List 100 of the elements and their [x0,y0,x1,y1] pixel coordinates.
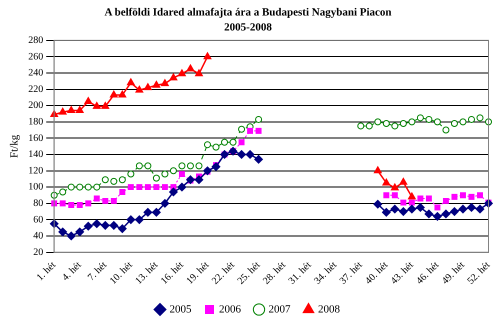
point [60,200,66,206]
point [255,116,262,123]
point [390,204,400,214]
point [127,78,135,86]
x-tick-label: 13. hét [133,260,161,287]
point [424,210,434,218]
point [374,118,382,126]
point [58,228,67,236]
point [67,106,76,113]
point [101,221,110,230]
point [374,166,382,174]
point [459,118,466,126]
point [110,198,117,204]
point [84,97,92,104]
point [118,176,126,184]
x-tick-label: 31. hét [286,260,314,287]
point [85,200,92,206]
point [170,167,177,174]
point [382,120,390,128]
point [450,207,459,216]
point [76,106,84,113]
y-tick-label: 280 [28,35,44,46]
point [186,64,194,72]
point [194,175,204,184]
point [221,138,228,146]
point [128,184,134,190]
point [408,192,416,200]
point [442,126,450,134]
y-axis-title: Ft/kg [8,134,20,158]
point [135,215,144,224]
point [102,198,108,204]
point [50,220,58,228]
point [126,215,136,224]
point [230,138,237,146]
point [127,170,134,178]
point [93,184,100,191]
x-tick-label: 4. hét [60,260,84,284]
point [178,70,186,76]
x-tick-label: 52. hét [465,260,493,287]
chart-subtitle: 2005-2008 [224,22,272,34]
point [144,162,152,170]
point [416,114,424,122]
point [152,174,160,182]
point [212,162,220,171]
point [110,90,118,98]
point [152,208,161,217]
point [76,184,84,191]
point [382,208,391,217]
x-tick-label: 1. hét [34,260,58,284]
x-tick-label: 10. hét [108,260,135,287]
legend-label: 2006 [219,303,242,316]
point [400,200,406,206]
y-tick-label: 20 [33,246,44,258]
point [408,200,415,206]
point [366,122,373,130]
point [118,90,126,98]
x-tick-label: 19. hét [184,260,212,287]
point [76,228,84,236]
y-tick-label: 180 [28,116,44,128]
point [84,222,93,230]
x-tick-label: 22. hét [210,260,238,287]
point [391,122,398,130]
point [425,116,432,123]
legend-label: 2008 [318,303,340,316]
point [238,126,246,133]
y-tick-label: 200 [28,100,44,112]
point [76,202,83,208]
point [408,118,416,126]
x-tick-label: 49. hét [440,260,468,287]
x-tick-label: 37. hét [338,260,365,287]
point [450,120,458,128]
point [382,178,390,186]
point [246,150,254,159]
point [186,162,194,170]
point [256,128,262,134]
y-tick-label: 60 [33,214,44,226]
y-tick-label: 120 [28,165,44,176]
point [476,114,484,122]
point [136,86,144,93]
point [238,139,245,146]
y-tick-label: 220 [28,84,44,95]
y-tick-label: 240 [28,68,44,79]
point [58,108,66,115]
x-tick-label: 16. hét [158,260,186,287]
point [460,192,466,198]
point [468,194,474,200]
point [417,196,424,202]
point [178,171,185,178]
point [102,176,109,184]
point [434,118,441,126]
point [110,178,118,185]
x-tick-label: 34. hét [312,260,340,287]
point [169,188,178,196]
point [195,162,202,170]
y-tick-label: 80 [33,198,44,209]
point [144,184,151,190]
point [160,199,170,208]
point [136,184,142,190]
point [162,184,168,190]
y-tick-label: 140 [28,149,44,160]
